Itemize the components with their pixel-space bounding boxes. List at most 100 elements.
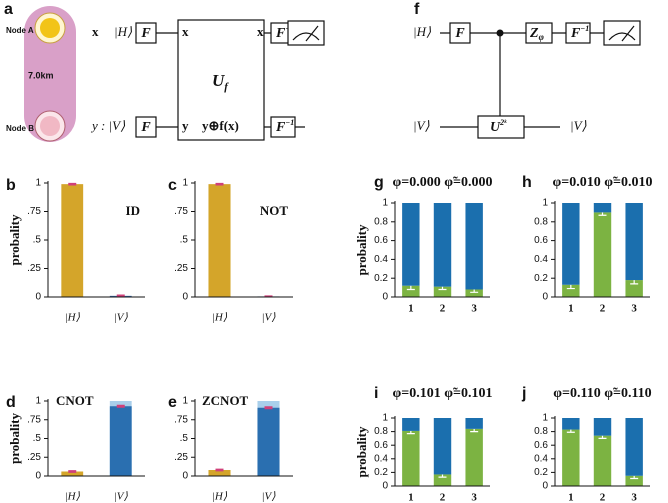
gate (525, 22, 553, 44)
fiber-link (40, 40, 60, 110)
y-tick-label: 1 (382, 198, 388, 209)
gate (135, 116, 157, 138)
error-bar (116, 294, 125, 298)
bar-segment (625, 280, 643, 297)
x-tick-label: |H⟩ (212, 491, 228, 503)
y-axis-label: probality (354, 426, 369, 478)
meter (287, 20, 325, 46)
annotation: NOT (260, 203, 289, 218)
gate-symbol: U (212, 71, 225, 90)
oracle-box (177, 19, 265, 141)
input-state: y : |V⟩ (90, 118, 125, 133)
annotation: ID (126, 203, 140, 218)
x-tick-label: 2 (440, 492, 446, 503)
gate-superscript: −1 (285, 118, 294, 127)
register-label: y (182, 118, 189, 133)
x-tick-label: |V⟩ (114, 491, 129, 503)
error-bar (116, 404, 125, 408)
bar-segment (562, 429, 580, 486)
y-tick-label: 0.4 (534, 254, 548, 265)
gate-label: Zφ (529, 26, 544, 42)
bar (61, 184, 84, 297)
annotation: ZCNOT (202, 393, 249, 408)
y-tick-label: 0.4 (374, 254, 388, 265)
y-tick-label: .25 (174, 263, 188, 274)
y-tick-label: 0.6 (534, 235, 548, 246)
y-axis-label: probality (7, 412, 22, 464)
gate-label: F−1 (570, 24, 589, 41)
y-axis-label: probality (7, 214, 22, 266)
x-tick-label: 1 (568, 303, 574, 315)
bar (109, 406, 132, 476)
input-state: |V⟩ (413, 118, 430, 133)
error-bar (264, 406, 273, 410)
bar-segment (625, 418, 643, 476)
x-tick-label: 2 (600, 303, 606, 315)
chart-title: φ=0.110 φ̃=0.110 (553, 386, 651, 401)
bar (61, 471, 84, 476)
oracle-label: Uf (212, 71, 229, 93)
y-tick-label: .5 (33, 235, 42, 246)
y-tick-label: 0.2 (534, 273, 548, 284)
gate (565, 22, 591, 44)
y-tick-label: .25 (174, 452, 188, 463)
gate-superscript: 2ᵏ (499, 118, 507, 127)
y-tick-label: .5 (33, 433, 42, 444)
y-tick-label: 0.8 (534, 426, 548, 437)
y-tick-label: 0 (182, 471, 188, 482)
error-bar (68, 470, 77, 473)
y-tick-label: 0 (542, 292, 548, 303)
x-tick-label: 1 (568, 492, 574, 503)
error-bar (215, 182, 224, 186)
y-tick-label: 0.4 (534, 453, 548, 464)
error-bar (68, 182, 77, 186)
output-state: |V⟩ (570, 118, 587, 133)
y-tick-label: 0.2 (534, 467, 548, 478)
bar-segment (593, 418, 612, 436)
chart-title: φ=0.010 φ̃=0.010 (553, 175, 653, 190)
y-tick-label: .25 (27, 263, 41, 274)
y-tick-label: 0.6 (374, 235, 388, 246)
y-tick-label: .75 (174, 414, 188, 425)
bar (257, 407, 280, 476)
y-tick-label: 1 (542, 198, 548, 209)
y-tick-label: 0 (382, 481, 388, 492)
bar-segment (402, 285, 420, 297)
x-tick-label: 3 (631, 303, 637, 315)
error-bar (215, 468, 224, 472)
node-a (40, 18, 60, 38)
meter (603, 20, 641, 46)
x-tick-label: 3 (631, 492, 637, 503)
bar-segment (433, 418, 452, 475)
gate-label: F (454, 26, 465, 41)
bar-segment (433, 474, 452, 486)
bar-segment (562, 418, 580, 430)
bar-segment (562, 284, 580, 297)
x-tick-label: 2 (440, 303, 446, 315)
bar (208, 184, 231, 297)
distance-label: 7.0km (28, 70, 54, 80)
y-tick-label: .75 (27, 206, 41, 217)
y-tick-label: 0.2 (374, 273, 388, 284)
gate-symbol: F (570, 26, 581, 41)
bar-segment (433, 286, 452, 297)
x-tick-label: |V⟩ (114, 312, 129, 324)
y-tick-label: 1 (182, 178, 188, 189)
bar-segment (593, 212, 612, 297)
gate-subscript: φ (539, 32, 544, 42)
x-tick-label: 3 (471, 303, 477, 315)
y-tick-label: 0.8 (534, 216, 548, 227)
bar-segment (625, 203, 643, 281)
panel-label: a (4, 1, 13, 18)
y-tick-label: 0.8 (374, 426, 388, 437)
panel-label: j (521, 385, 526, 402)
gate-symbol: Z (529, 26, 539, 41)
annotation: CNOT (56, 393, 94, 408)
gate-label: F−1 (275, 118, 294, 135)
y-tick-label: 0 (35, 471, 41, 482)
gate-subscript: f (224, 81, 229, 93)
y-tick-label: .5 (180, 433, 189, 444)
register-label: x (182, 24, 189, 39)
node-b (40, 116, 60, 136)
